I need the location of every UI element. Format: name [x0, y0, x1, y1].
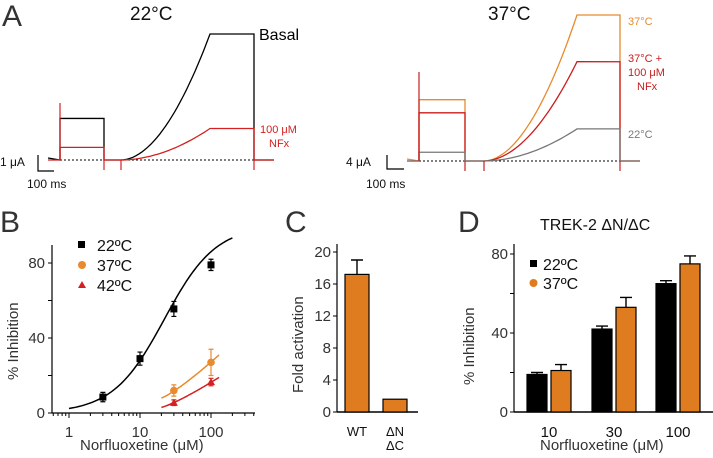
c-x-label: ΔC [386, 438, 404, 453]
b-x-tick-label: 100 [198, 424, 223, 441]
a-right-traces [406, 14, 640, 171]
b-legend-marker [78, 281, 86, 288]
d-errorbar [555, 363, 567, 371]
d-bar [655, 283, 677, 413]
trace-37-c-100-m-nfx [407, 61, 640, 162]
trace-37-c [406, 14, 640, 162]
b-legend-label: 42ºC [97, 278, 132, 295]
b-x-tick-label: 10 [132, 424, 149, 441]
label-nfx-2: NFx [269, 138, 290, 150]
b-y-tick-label: 40 [28, 330, 45, 347]
b-point [169, 398, 178, 406]
c-errorbar [351, 259, 363, 275]
c-x-label: ΔN [386, 424, 404, 439]
b-xlabel: Norfluoxetine (μM) [80, 437, 204, 454]
d-legend-label: 22ºC [543, 257, 578, 274]
panel-b: B 1 10 100 0 40 80 22ºC 37ºC 42ºC Norfluoxetine … [0, 206, 255, 454]
panel-label-c: C [285, 206, 307, 239]
d-bar [550, 369, 572, 413]
d-legend-label: 37ºC [543, 276, 578, 293]
label-37: 37°C [628, 16, 653, 28]
d-ylabel: % Inhibition [461, 307, 478, 385]
d-plot: 0 40 80 10 30 100 22ºC 37ºC [491, 244, 713, 441]
d-y-tick-label: 40 [491, 325, 508, 342]
b-legend-marker [78, 241, 85, 248]
d-y-tick-label: 80 [491, 246, 508, 263]
b-legend-marker [78, 261, 86, 269]
d-xlabel: Norfluoxetine (μM) [540, 437, 664, 454]
b-point [207, 358, 215, 367]
label-37-nfx-1: 37°C + [628, 53, 662, 65]
b-legend-label: 22ºC [97, 238, 132, 255]
label-37-nfx-3: NFx [637, 81, 658, 93]
scale-bar-left [37, 155, 54, 172]
b-point [170, 305, 178, 313]
scale-time-right: 100 ms [366, 177, 405, 191]
panel-label-b: B [0, 206, 20, 239]
trace-22-c [407, 128, 640, 162]
a-right-title: 37°C [488, 4, 530, 25]
scale-time-left: 100 ms [27, 177, 66, 191]
b-point [207, 378, 215, 386]
b-x-tick-label: 1 [65, 424, 73, 441]
b-legend-label: 37ºC [97, 258, 132, 275]
d-x-tick-label: 10 [541, 424, 558, 441]
d-y-tick-label: 0 [500, 404, 508, 421]
b-fit-0 [68, 237, 233, 410]
label-nfx-1: 100 μM [260, 124, 297, 136]
d-bar [615, 306, 637, 413]
c-ylabel: Fold activation [290, 296, 307, 393]
d-bar [679, 263, 701, 413]
scale-current-right: 4 μA [346, 155, 371, 169]
b-point [99, 393, 107, 401]
trace-100-m-nfx [48, 127, 274, 161]
panel-label-a: A [2, 0, 22, 33]
b-point [207, 261, 215, 269]
c-bar [344, 273, 370, 413]
panel-a: A 22°C 37°C Basal 100 μM NFx 37°C 37°C +… [0, 0, 665, 191]
d-legend-marker [530, 260, 537, 267]
b-plot: 1 10 100 0 40 80 22ºC 37ºC 42ºC [28, 237, 255, 441]
d-x-tick-label: 30 [606, 424, 623, 441]
c-y-tick-label: 20 [314, 244, 331, 261]
a-left-traces [47, 33, 274, 170]
d-errorbar [620, 296, 632, 308]
d-bar [591, 328, 613, 413]
scale-current-left: 1 μA [0, 155, 25, 169]
c-y-tick-label: 0 [323, 404, 331, 421]
c-y-tick-label: 16 [314, 276, 331, 293]
b-point [170, 386, 178, 395]
d-legend-marker [529, 279, 538, 287]
panel-d: D TREK-2 ΔN/ΔC 0 40 80 10 30 100 22ºC 37ºC Norf… [458, 206, 713, 454]
c-y-tick-label: 8 [323, 340, 331, 357]
trace-basal [47, 33, 274, 161]
d-x-tick-label: 100 [665, 424, 690, 441]
d-errorbar [684, 255, 696, 264]
b-ylabel: % Inhibition [5, 302, 22, 380]
scale-bar-right [386, 155, 404, 170]
a-left-title: 22°C [130, 4, 172, 25]
d-title: TREK-2 ΔN/ΔC [540, 217, 650, 234]
c-y-tick-label: 12 [314, 308, 331, 325]
label-basal: Basal [259, 27, 299, 44]
c-y-tick-label: 4 [323, 372, 331, 389]
b-y-tick-label: 0 [37, 405, 45, 422]
label-37-nfx-2: 100 μM [628, 67, 665, 79]
b-y-tick-label: 80 [28, 255, 45, 272]
d-bar [526, 373, 548, 413]
label-22: 22°C [628, 129, 653, 141]
panel-label-d: D [458, 206, 480, 239]
c-bar [382, 398, 408, 413]
b-point [136, 355, 144, 363]
c-x-label: WT [347, 424, 367, 439]
